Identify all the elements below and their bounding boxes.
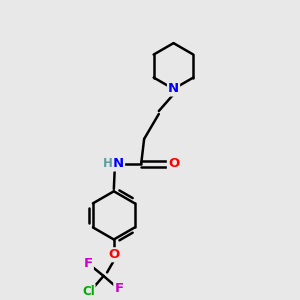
Text: O: O <box>168 158 179 170</box>
Text: Cl: Cl <box>82 285 94 298</box>
Text: O: O <box>108 248 119 261</box>
Text: N: N <box>168 82 179 95</box>
Text: N: N <box>113 158 124 170</box>
Text: F: F <box>114 282 123 295</box>
Text: F: F <box>84 257 93 270</box>
Text: H: H <box>103 158 113 170</box>
